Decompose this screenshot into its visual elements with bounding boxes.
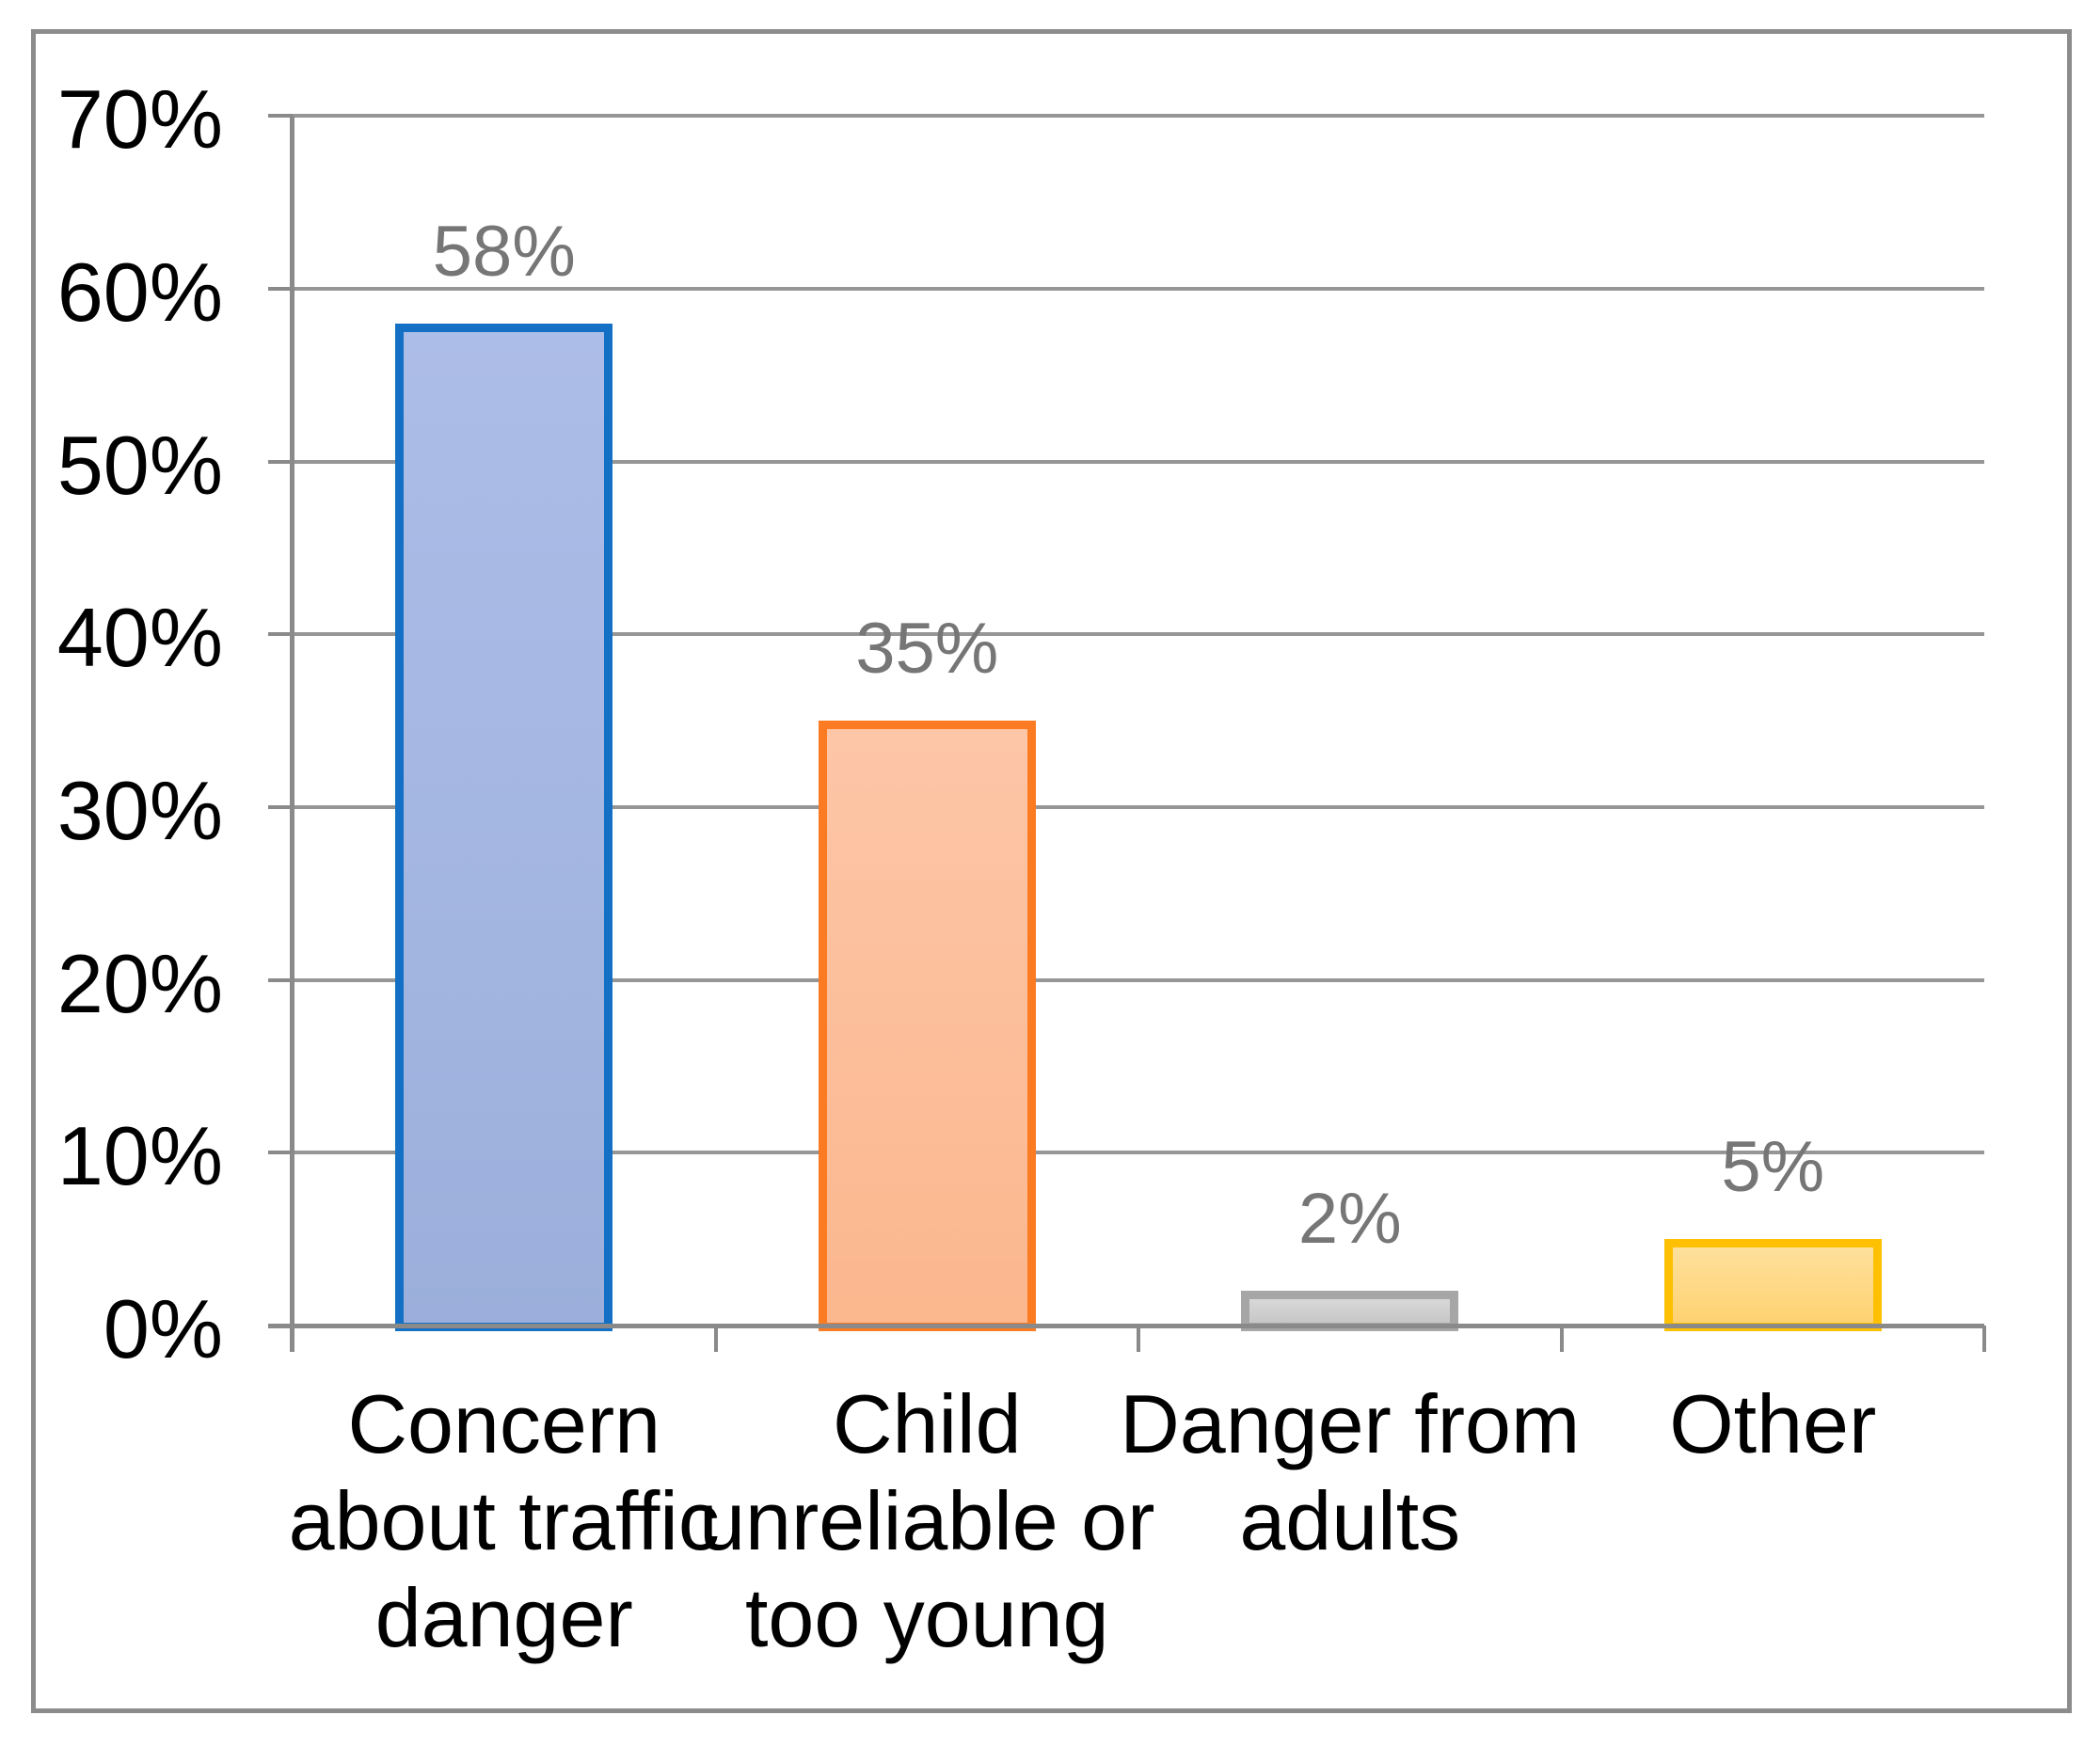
gridline — [293, 1151, 1984, 1155]
gridline — [293, 459, 1984, 464]
y-axis-tick-label: 40% — [56, 591, 223, 685]
x-axis-tick — [713, 1326, 718, 1352]
y-axis-tick — [268, 459, 293, 464]
y-axis-tick — [268, 632, 293, 637]
gridline — [293, 977, 1984, 982]
y-axis-tick-label: 50% — [56, 418, 223, 512]
bar-yellow — [1663, 1239, 1882, 1331]
y-axis-tick — [268, 114, 293, 119]
x-axis-category-label: Concern about traffic danger — [288, 1377, 720, 1664]
gridline — [293, 286, 1984, 291]
chart-outer-border — [31, 29, 2072, 1713]
bar-data-label: 5% — [1721, 1127, 1825, 1208]
x-axis-category-label: Danger from adults — [1120, 1377, 1581, 1567]
x-axis-category-label: Child unreliable or too young — [699, 1377, 1155, 1664]
bar-data-label: 35% — [855, 609, 999, 690]
bar-orange — [818, 721, 1036, 1331]
y-axis-tick — [268, 1151, 293, 1155]
y-axis-tick-label: 30% — [56, 763, 223, 857]
y-axis-line — [290, 116, 294, 1352]
gridline — [293, 804, 1984, 809]
x-axis-tick — [1559, 1326, 1564, 1352]
bar-data-label: 2% — [1297, 1179, 1402, 1260]
y-axis-tick — [268, 977, 293, 982]
x-axis-category-label: Other — [1669, 1377, 1877, 1470]
x-axis-tick — [1982, 1326, 1986, 1352]
bar-blue — [395, 323, 613, 1331]
x-axis-tick — [1137, 1326, 1140, 1352]
y-axis-tick-label: 0% — [103, 1282, 223, 1375]
bar-data-label: 58% — [432, 211, 576, 292]
x-axis-line — [268, 1323, 1984, 1328]
y-axis-tick — [268, 286, 293, 291]
gridline — [293, 114, 1984, 119]
y-axis-tick-label: 70% — [56, 72, 223, 167]
gridline — [293, 632, 1984, 637]
y-axis-tick-label: 10% — [56, 1109, 223, 1203]
y-axis-tick-label: 60% — [56, 245, 223, 339]
y-axis-tick-label: 20% — [56, 936, 223, 1030]
y-axis-tick — [268, 804, 293, 809]
